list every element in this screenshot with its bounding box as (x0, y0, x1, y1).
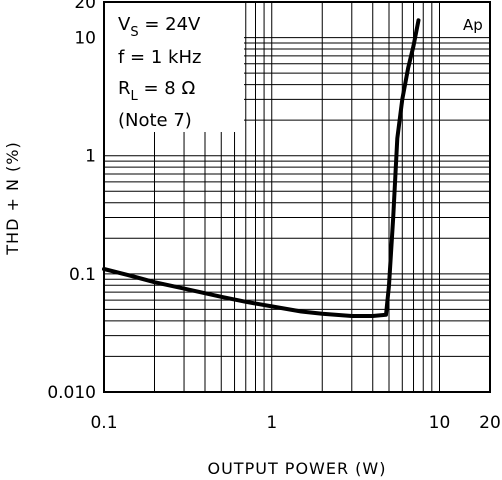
conditions-box: VS = 24V f = 1 kHz RL = 8 Ω (Note 7) (104, 2, 244, 132)
corner-label-ap: Ap (463, 16, 483, 34)
x-tick-labels: 0.1 1 10 20 (90, 413, 500, 433)
y-tick-label: 20 (74, 0, 96, 13)
y-tick-labels: 0.010 0.1 1 10 20 (47, 0, 96, 403)
y-tick-label: 0.010 (47, 383, 96, 403)
plot-frame (103, 1, 491, 393)
condition-note: (Note 7) (118, 110, 192, 131)
y-tick-label: 10 (74, 29, 96, 49)
x-tick-label: 10 (429, 413, 451, 433)
corner-label-background (459, 12, 490, 36)
x-tick-label: 20 (479, 413, 501, 433)
x-tick-label: 0.1 (90, 413, 117, 433)
condition-load: RL = 8 Ω (118, 78, 195, 104)
x-axis-label: OUTPUT POWER (W) (208, 459, 387, 478)
y-tick-label: 1 (85, 147, 96, 167)
x-tick-label: 1 (266, 413, 277, 433)
thd-curve (102, 18, 421, 318)
y-axis-label: THD + N (%) (3, 141, 22, 255)
curve-layer (102, 18, 421, 318)
condition-supply-voltage: VS = 24V (118, 14, 201, 40)
condition-frequency: f = 1 kHz (118, 47, 201, 68)
y-tick-label: 0.1 (69, 265, 96, 285)
conditions-box-background (104, 2, 244, 132)
